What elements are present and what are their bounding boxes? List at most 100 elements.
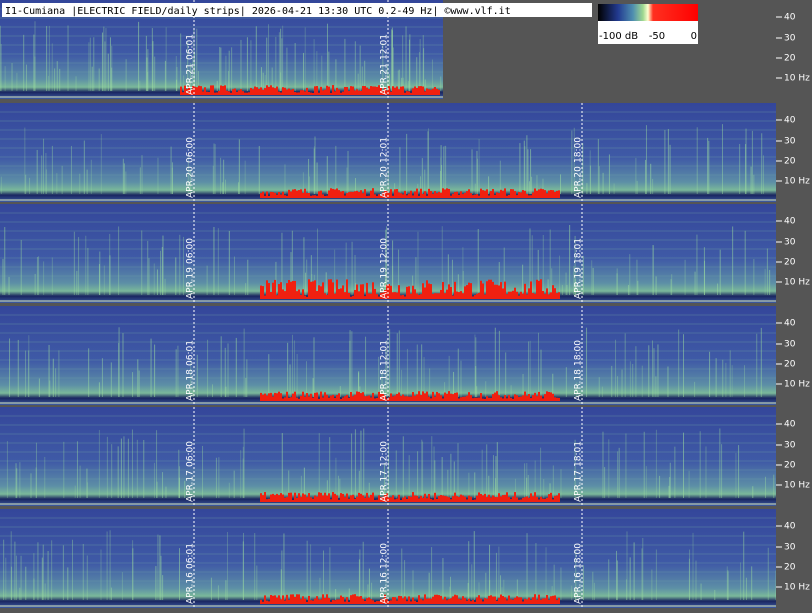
burst [422,600,424,604]
streak [708,140,710,194]
burst [466,395,468,401]
streak [503,247,505,295]
burst [462,396,464,401]
streak [655,376,657,397]
streak [61,165,63,194]
streak [694,381,696,397]
burst [416,601,418,604]
streak [381,372,383,397]
streak [305,361,307,397]
freq-tick-label: 40 [784,420,796,430]
streak [694,271,696,295]
streak [351,433,353,498]
burst [438,293,440,299]
burst [202,91,204,95]
burst [208,91,210,95]
streak [242,532,244,600]
streak [422,35,424,91]
streak [152,41,154,91]
streak [344,38,346,91]
burst [392,86,394,95]
streak [683,432,685,498]
streak [392,265,394,295]
streak [368,482,370,498]
burst [472,398,474,401]
burst [452,394,454,401]
burst [268,283,270,299]
burst [444,293,446,299]
streak [165,486,167,498]
streak [51,145,53,194]
streak [394,183,396,194]
streak [421,439,423,498]
burst [516,195,518,198]
burst [344,497,346,502]
burst [362,193,364,198]
streak [250,40,252,91]
streak [492,455,494,498]
burst [278,192,280,198]
streak [83,140,85,194]
streak [683,334,685,397]
burst [372,392,374,401]
streak [101,32,103,91]
streak [727,569,729,600]
streak [731,365,733,397]
streak [627,284,629,295]
burst [476,597,478,604]
burst [354,594,356,604]
streak [3,539,5,600]
burst [288,189,290,198]
streak [751,130,753,194]
burst [448,599,450,604]
streak [35,467,37,498]
freq-tick-label: 10 Hz [784,74,810,84]
burst [468,495,470,502]
streak [312,378,314,397]
burst [458,496,460,502]
burst [314,495,316,502]
streak [136,439,138,498]
burst [458,194,460,198]
burst [342,597,344,604]
streak [542,234,544,295]
burst [522,601,524,604]
burst [446,289,448,299]
streak [475,366,477,397]
burst [356,284,358,299]
burst [336,495,338,502]
streak [457,443,459,498]
burst [412,195,414,198]
burst [280,393,282,401]
burst [350,296,352,299]
streak [0,176,2,194]
burst [488,279,490,299]
streak [15,555,17,600]
burst [536,396,538,401]
burst [342,285,344,299]
burst [396,498,398,502]
burst [274,88,276,95]
streak [67,567,69,600]
streak [54,68,56,91]
burst [346,394,348,401]
burst [320,599,322,604]
burst [454,492,456,502]
burst [532,597,534,604]
burst [490,595,492,604]
burst [484,598,486,604]
streak [156,481,158,498]
strip-time: 12:01 [380,340,390,366]
burst [440,289,442,299]
streak [349,330,351,397]
streak [447,254,449,295]
streak [529,181,531,194]
streak [608,154,610,194]
burst [222,86,224,95]
burst [378,601,380,604]
streak [566,284,568,295]
burst [318,285,320,299]
burst [362,598,364,604]
streak [86,468,88,498]
streak [448,355,450,397]
